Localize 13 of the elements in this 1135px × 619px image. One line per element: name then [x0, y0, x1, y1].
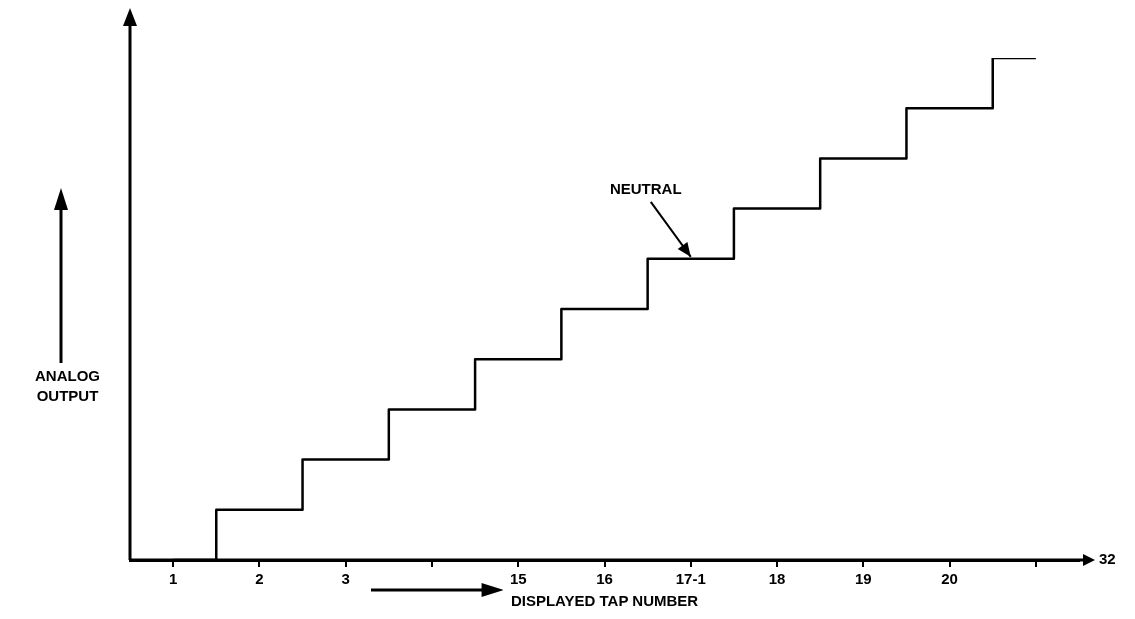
- x-tick-label: 3: [341, 570, 350, 588]
- x-tick-label: 18: [768, 570, 786, 588]
- x-tick-label: 17-1: [675, 570, 706, 588]
- y-axis-title: ANALOG OUTPUT: [34, 366, 101, 406]
- x-tick-label: 2: [255, 570, 264, 588]
- x-tick-label: 16: [596, 570, 613, 588]
- x-axis-title: DISPLAYED TAP NUMBER: [510, 592, 699, 610]
- annotation: NEUTRAL: [609, 180, 682, 198]
- text: 32: [1099, 550, 1116, 568]
- x-tick-label: 19: [854, 570, 872, 588]
- x-tick-label: 1: [168, 570, 178, 588]
- x-tick-label: 20: [941, 570, 958, 588]
- x-tick-label: 15: [509, 570, 527, 588]
